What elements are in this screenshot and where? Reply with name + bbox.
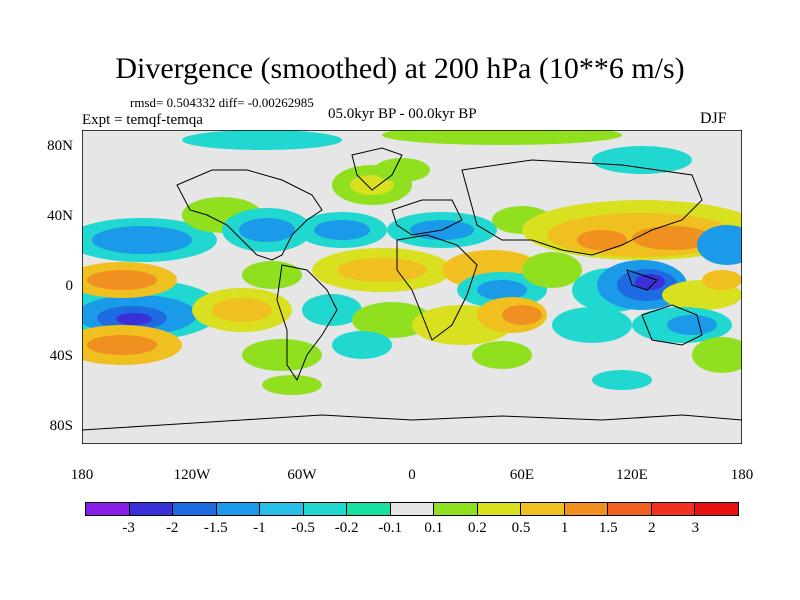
colorbar-label: -2 (165, 520, 179, 536)
colorbar-swatch (608, 503, 652, 515)
divergence-map (82, 130, 742, 444)
colorbar-label: 0.1 (424, 520, 444, 536)
colorbar-swatch (260, 503, 304, 515)
colorbar-swatch (129, 503, 174, 515)
colorbar-swatch (303, 503, 348, 515)
colorbar-swatch (86, 503, 130, 515)
lon-label-0: 0 (408, 467, 416, 483)
lon-label-120e: 120E (616, 467, 648, 483)
colorbar-label: 2 (648, 520, 656, 536)
lon-label-60e: 60E (509, 467, 535, 483)
colorbar-label: 3 (691, 520, 700, 536)
colorbar-swatch (347, 503, 391, 515)
colorbar-swatch (216, 503, 261, 515)
colorbar (85, 502, 739, 516)
season-label: DJF (700, 110, 727, 127)
colorbar-swatch (434, 503, 478, 515)
colorbar-swatch (173, 503, 217, 515)
lat-label-80s: 80S (49, 418, 73, 434)
colorbar-label: 0.2 (468, 520, 487, 536)
lat-label-eq: 0 (65, 278, 74, 294)
plot-title: Divergence (smoothed) at 200 hPa (10**6 … (115, 52, 685, 85)
colorbar-label: -0.1 (378, 520, 403, 536)
period-label: 05.0kyr BP - 00.0kyr BP (328, 106, 477, 122)
stats-label: rmsd= 0.504332 diff= -0.00262985 (130, 95, 314, 110)
colorbar-label: 1 (560, 520, 569, 536)
colorbar-label: 0.5 (511, 520, 531, 536)
colorbar-swatch (651, 503, 696, 515)
colorbar-swatch (390, 503, 435, 515)
lat-label-40s: 40S (49, 348, 73, 364)
lat-label-40n: 40N (47, 208, 73, 224)
colorbar-swatch (695, 503, 738, 515)
colorbar-label: -1.5 (203, 520, 228, 536)
colorbar-swatch (564, 503, 609, 515)
colorbar-label: 1.5 (598, 520, 618, 536)
colorbar-swatch (521, 503, 565, 515)
lon-label-60w: 60W (287, 467, 317, 483)
colorbar-label: -1 (253, 520, 266, 536)
colorbar-swatch (477, 503, 522, 515)
lon-label-120w: 120W (173, 467, 211, 483)
lat-label-80n: 80N (47, 138, 73, 154)
experiment-label: Expt = temqf-temqa (82, 112, 203, 128)
lon-label-180w: 180 (70, 467, 94, 483)
coastlines (82, 147, 742, 431)
lon-label-180e: 180 (730, 467, 754, 483)
colorbar-label: -0.2 (334, 520, 359, 536)
colorbar-label: -0.5 (291, 520, 315, 536)
colorbar-label: -3 (122, 520, 135, 536)
